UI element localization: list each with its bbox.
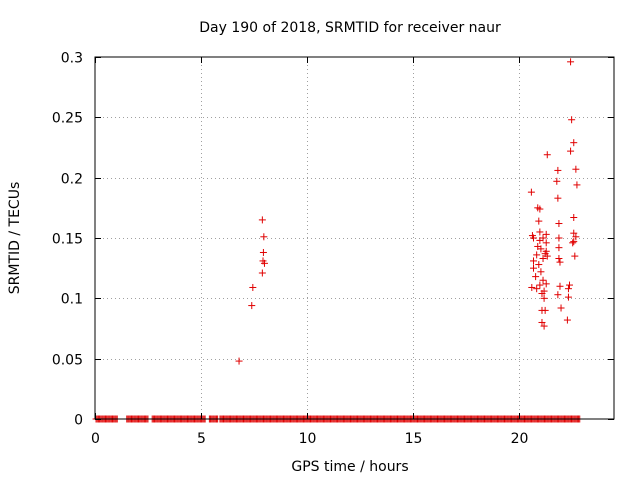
data-point: [555, 234, 563, 242]
data-point: [569, 239, 577, 247]
data-point: [572, 233, 580, 241]
data-point: [535, 261, 543, 269]
data-point: [543, 151, 551, 159]
data-point: [260, 259, 268, 267]
data-point: [533, 251, 541, 259]
data-point: [555, 244, 563, 252]
data-point: [542, 247, 550, 255]
data-point: [570, 139, 578, 147]
data-point: [570, 213, 578, 221]
data-point: [567, 147, 575, 155]
data-point: [543, 252, 551, 260]
data-point: [260, 233, 268, 241]
data-point: [554, 291, 562, 299]
y-tick-label: 0.05: [52, 353, 83, 369]
data-point: [533, 285, 541, 293]
data-point: [527, 188, 535, 196]
data-point: [570, 229, 578, 237]
data-point: [532, 273, 540, 281]
data-point: [554, 194, 562, 202]
y-axis-label: SRMTID / TECUs: [7, 182, 23, 295]
data-point: [557, 304, 565, 312]
data-point: [258, 216, 266, 224]
data-point: [573, 181, 581, 189]
x-tick-label: 5: [197, 431, 206, 447]
data-point: [572, 165, 580, 173]
data-point: [570, 238, 578, 246]
data-point: [541, 306, 549, 314]
data-point: [556, 258, 564, 266]
data-point: [567, 58, 575, 66]
axis-ticks: [95, 57, 614, 420]
grid-lines: [95, 57, 614, 419]
data-point: [564, 285, 572, 293]
x-tick-label: 15: [405, 431, 423, 447]
y-tick-label: 0.1: [61, 292, 83, 308]
data-point: [553, 177, 561, 185]
y-tick-label: 0.2: [61, 172, 83, 188]
data-point: [538, 318, 546, 326]
data-point: [259, 248, 267, 256]
chart-title: Day 190 of 2018, SRMTID for receiver nau…: [199, 20, 501, 36]
data-point: [568, 116, 576, 124]
x-tick-label: 20: [511, 431, 529, 447]
data-point: [563, 316, 571, 324]
data-point: [235, 357, 243, 365]
data-point: [555, 255, 563, 263]
data-point: [564, 293, 572, 301]
y-tick-label: 0.15: [52, 232, 83, 248]
data-point: [248, 302, 256, 310]
data-point: [540, 287, 548, 295]
y-tick-label: 0.25: [52, 111, 83, 127]
tick-labels: 0 5 10 15 20 0 0.05 0.1 0.15 0.2 0.25 0.3: [52, 51, 529, 448]
x-tick-label: 0: [91, 431, 100, 447]
data-point: [539, 276, 547, 284]
data-point: [555, 220, 563, 228]
data-point: [249, 283, 257, 291]
data-point: [542, 230, 550, 238]
data-points: [235, 58, 581, 365]
data-point: [542, 239, 550, 247]
data-point: [258, 269, 266, 277]
data-point: [530, 264, 538, 272]
data-point: [566, 281, 574, 289]
data-point: [536, 281, 544, 289]
data-point: [530, 234, 538, 242]
data-point: [539, 234, 547, 242]
data-point: [537, 268, 545, 276]
y-tick-label: 0.3: [61, 51, 83, 67]
data-point: [571, 252, 579, 260]
y-tick-label: 0: [74, 413, 83, 429]
data-point: [554, 166, 562, 174]
data-point: [528, 283, 536, 291]
data-point: [536, 228, 544, 236]
data-point: [536, 205, 544, 213]
data-point: [542, 280, 550, 288]
data-point: [530, 257, 538, 265]
data-point: [540, 294, 548, 302]
data-point: [535, 217, 543, 225]
data-point: [540, 322, 548, 330]
data-point: [539, 255, 547, 263]
data-point: [537, 245, 545, 253]
x-tick-label: 10: [299, 431, 317, 447]
data-point: [556, 282, 564, 290]
x-axis-label: GPS time / hours: [291, 459, 408, 475]
